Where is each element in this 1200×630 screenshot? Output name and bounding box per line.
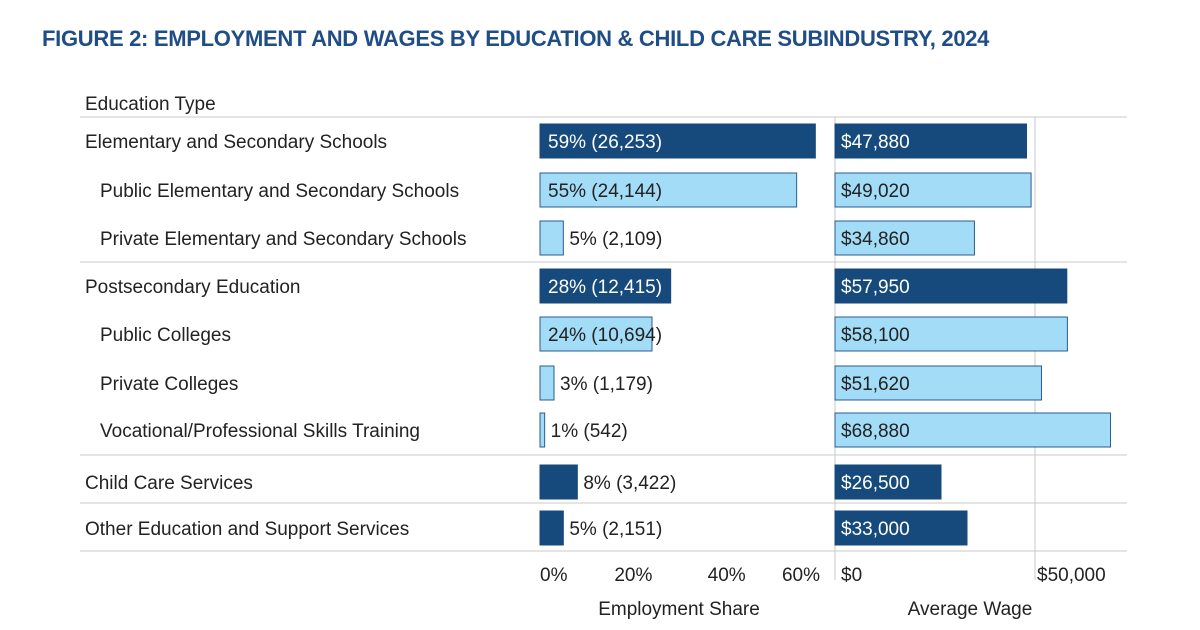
wage-label-6: $68,880: [841, 421, 910, 442]
category-label-4: Public Colleges: [100, 325, 231, 346]
wage-label-1: $49,020: [841, 181, 910, 202]
row-header: Education Type: [85, 94, 216, 115]
category-label-8: Other Education and Support Services: [85, 519, 409, 540]
wage-bar-4: [834, 316, 1068, 352]
wage-bar-1: [834, 172, 1032, 208]
wage-bar-6: [834, 412, 1112, 448]
employment-tick-2: 40%: [708, 565, 746, 586]
chart-title: FIGURE 2: EMPLOYMENT AND WAGES BY EDUCAT…: [42, 26, 990, 51]
category-label-5: Private Colleges: [100, 374, 238, 395]
employment-label-5: 3% (1,179): [560, 374, 653, 395]
employment-label-2: 5% (2,109): [569, 229, 662, 250]
wage-bar-3: [834, 268, 1068, 304]
employment-label-0: 59% (26,253): [548, 132, 662, 153]
wage-bar-7: [834, 464, 942, 500]
employment-bar-6: [539, 412, 546, 448]
employment-bar-1: [539, 172, 798, 208]
category-label-0: Elementary and Secondary Schools: [85, 132, 387, 153]
employment-bar-0: [539, 123, 816, 159]
category-label-6: Vocational/Professional Skills Training: [100, 421, 420, 442]
category-label-3: Postsecondary Education: [85, 277, 300, 298]
employment-bar-2: [539, 220, 564, 256]
wage-bar-0: [834, 123, 1028, 159]
category-label-1: Public Elementary and Secondary Schools: [100, 181, 459, 202]
wage-label-8: $33,000: [841, 519, 910, 540]
wage-bar-5: [834, 365, 1042, 401]
wage-bar-8: [834, 510, 968, 546]
employment-bar-8: [539, 510, 564, 546]
employment-tick-1: 20%: [614, 565, 652, 586]
wage-bar-2: [834, 220, 975, 256]
employment-tick-3: 60%: [782, 565, 820, 586]
employment-bar-5: [539, 365, 555, 401]
wage-tick-1: $50,000: [1037, 565, 1106, 586]
employment-bar-7: [539, 464, 578, 500]
employment-label-1: 55% (24,144): [548, 181, 662, 202]
wage-label-3: $57,950: [841, 277, 910, 298]
wage-label-5: $51,620: [841, 374, 910, 395]
wage-tick-0: $0: [841, 565, 862, 586]
wage-axis-title: Average Wage: [908, 599, 1033, 620]
employment-label-3: 28% (12,415): [548, 277, 662, 298]
employment-label-8: 5% (2,151): [569, 519, 662, 540]
employment-bar-4: [539, 316, 653, 352]
category-label-7: Child Care Services: [85, 473, 253, 494]
employment-tick-0: 0%: [540, 565, 568, 586]
employment-bar-3: [539, 268, 672, 304]
employment-axis-title: Employment Share: [598, 599, 760, 620]
wage-label-0: $47,880: [841, 132, 910, 153]
wage-label-7: $26,500: [841, 473, 910, 494]
wage-label-2: $34,860: [841, 229, 910, 250]
category-label-2: Private Elementary and Secondary Schools: [100, 229, 466, 250]
employment-label-7: 8% (3,422): [583, 473, 676, 494]
employment-label-4: 24% (10,694): [548, 325, 662, 346]
employment-label-6: 1% (542): [551, 421, 628, 442]
wage-label-4: $58,100: [841, 325, 910, 346]
